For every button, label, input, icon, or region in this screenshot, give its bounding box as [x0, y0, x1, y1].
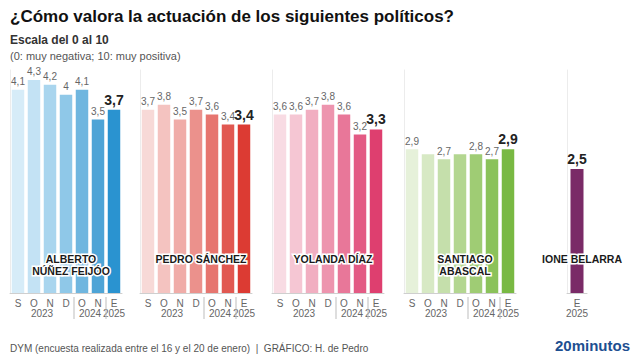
svg-text:E: E: [373, 298, 380, 309]
svg-text:D: D: [324, 298, 331, 309]
svg-text:3,5: 3,5: [173, 106, 187, 117]
svg-text:2023: 2023: [425, 308, 448, 319]
svg-text:N: N: [224, 298, 231, 309]
svg-text:N: N: [176, 298, 183, 309]
svg-text:E: E: [111, 298, 118, 309]
svg-text:4,3: 4,3: [27, 66, 41, 77]
svg-text:S: S: [15, 298, 22, 309]
svg-text:4,1: 4,1: [75, 76, 89, 87]
svg-text:2,7: 2,7: [485, 146, 499, 157]
svg-text:N: N: [356, 298, 363, 309]
svg-text:3,6: 3,6: [337, 101, 351, 112]
svg-text:DYM (encuesta realizada entre: DYM (encuesta realizada entre el 16 y el…: [10, 342, 369, 354]
svg-text:2025: 2025: [364, 307, 388, 319]
svg-text:4,2: 4,2: [43, 71, 57, 82]
svg-text:3,6: 3,6: [289, 101, 303, 112]
svg-text:D: D: [62, 298, 69, 309]
svg-text:3,7: 3,7: [141, 96, 155, 107]
svg-text:3,6: 3,6: [205, 101, 219, 112]
svg-text:3,6: 3,6: [273, 101, 287, 112]
svg-text:O: O: [292, 298, 300, 309]
svg-text:Escala del 0 al 10: Escala del 0 al 10: [10, 33, 109, 47]
svg-text:2024: 2024: [473, 308, 496, 319]
svg-text:N: N: [94, 298, 101, 309]
svg-text:2025: 2025: [232, 307, 256, 319]
svg-text:S: S: [409, 298, 416, 309]
svg-text:2,9: 2,9: [405, 136, 419, 147]
svg-text:N: N: [308, 298, 315, 309]
svg-text:(0: muy negativa; 10: muy posi: (0: muy negativa; 10: muy positiva): [10, 50, 181, 62]
svg-text:O: O: [340, 298, 348, 309]
svg-text:O: O: [160, 298, 168, 309]
svg-text:3,7: 3,7: [104, 92, 124, 108]
svg-text:2025: 2025: [102, 307, 126, 319]
svg-text:3,7: 3,7: [189, 96, 203, 107]
svg-text:S: S: [145, 298, 152, 309]
svg-text:3,5: 3,5: [91, 106, 105, 117]
svg-text:N: N: [488, 298, 495, 309]
svg-text:YOLANDA DÍAZ: YOLANDA DÍAZ: [294, 253, 374, 265]
svg-text:4: 4: [63, 81, 69, 92]
svg-text:3,3: 3,3: [366, 111, 386, 127]
svg-text:O: O: [472, 298, 480, 309]
svg-text:3,4: 3,4: [234, 107, 254, 123]
svg-text:O: O: [424, 298, 432, 309]
svg-text:E: E: [574, 298, 581, 309]
svg-text:E: E: [241, 298, 248, 309]
svg-text:2023: 2023: [161, 308, 184, 319]
svg-text:E: E: [505, 298, 512, 309]
svg-text:2,5: 2,5: [567, 151, 587, 167]
svg-text:N: N: [46, 298, 53, 309]
svg-text:2024: 2024: [341, 308, 364, 319]
svg-text:S: S: [277, 298, 284, 309]
svg-text:ABASCAL: ABASCAL: [439, 265, 491, 277]
svg-text:¿Cómo valora la actuación de l: ¿Cómo valora la actuación de los siguien…: [10, 7, 454, 26]
svg-text:2023: 2023: [293, 308, 316, 319]
svg-text:O: O: [30, 298, 38, 309]
svg-text:N: N: [440, 298, 447, 309]
svg-text:3,4: 3,4: [221, 111, 235, 122]
svg-text:2,9: 2,9: [498, 131, 518, 147]
svg-text:2,8: 2,8: [469, 141, 483, 152]
svg-text:D: D: [456, 298, 463, 309]
svg-text:D: D: [192, 298, 199, 309]
svg-text:PEDRO SÁNCHEZ: PEDRO SÁNCHEZ: [155, 253, 247, 265]
svg-text:ALBERTO: ALBERTO: [46, 253, 97, 265]
svg-text:3,8: 3,8: [321, 91, 335, 102]
svg-text:3,7: 3,7: [305, 96, 319, 107]
svg-text:O: O: [78, 298, 86, 309]
svg-text:4,1: 4,1: [11, 76, 25, 87]
svg-text:2025: 2025: [566, 308, 589, 319]
svg-text:3,2: 3,2: [353, 121, 367, 132]
svg-text:NÚÑEZ FEIJÓO: NÚÑEZ FEIJÓO: [32, 265, 110, 277]
svg-text:SANTIAGO: SANTIAGO: [437, 253, 492, 265]
svg-text:20minutos: 20minutos: [555, 337, 630, 354]
svg-text:3,8: 3,8: [157, 91, 171, 102]
svg-text:IONE BELARRA: IONE BELARRA: [542, 253, 622, 265]
svg-text:2025: 2025: [496, 307, 520, 319]
svg-text:2024: 2024: [79, 308, 102, 319]
svg-text:2024: 2024: [209, 308, 232, 319]
svg-text:2023: 2023: [31, 308, 54, 319]
svg-text:O: O: [208, 298, 216, 309]
svg-text:2,7: 2,7: [437, 146, 451, 157]
